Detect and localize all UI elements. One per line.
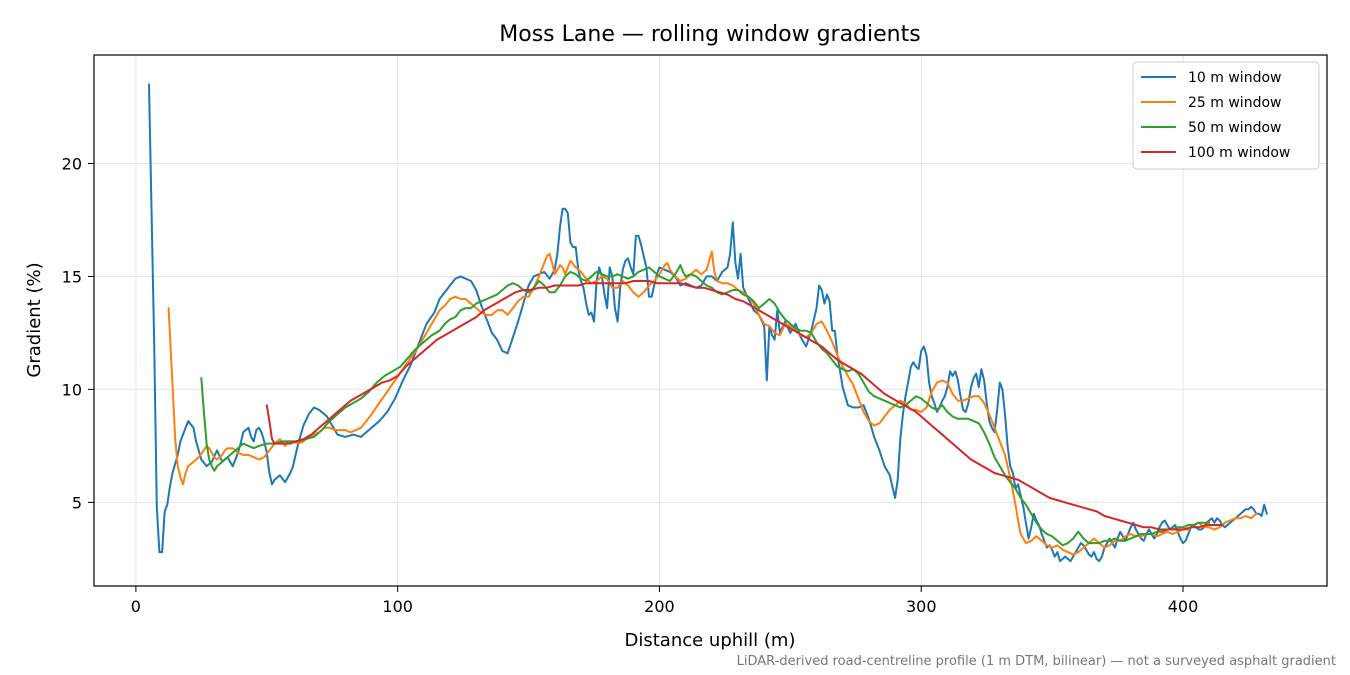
y-axis-label: Gradient (%) [24, 262, 45, 377]
source-note: LiDAR-derived road-centreline profile (1… [737, 654, 1336, 669]
legend: 10 m window 25 m window 50 m window 100 m w… [1132, 61, 1320, 170]
x-tick-label: 300 [906, 597, 937, 616]
y-tick-label: 20 [62, 154, 82, 173]
legend-label-2: 25 m window [1188, 95, 1281, 111]
legend-label-1: 10 m window [1188, 70, 1281, 86]
x-axis-label: Distance uphill (m) [625, 630, 796, 651]
grid [94, 55, 1327, 586]
plot-lines [148, 83, 1268, 563]
x-tick-label: 0 [131, 597, 141, 616]
axis-ticks: 0 100 200 300 400 5 10 15 20 [62, 154, 1199, 616]
x-tick-label: 100 [382, 597, 413, 616]
legend-label-4: 100 m window [1188, 145, 1290, 161]
x-tick-label: 200 [644, 597, 675, 616]
legend-frame [1132, 61, 1320, 170]
legend-label-3: 50 m window [1188, 120, 1281, 136]
series-line-4 [265, 280, 1224, 531]
y-tick-label: 5 [72, 493, 82, 512]
chart-title: Moss Lane — rolling window gradients [499, 22, 920, 47]
y-tick-label: 10 [62, 380, 82, 399]
y-tick-label: 15 [62, 267, 82, 286]
x-tick-label: 400 [1168, 597, 1199, 616]
plot-area [93, 54, 1328, 587]
